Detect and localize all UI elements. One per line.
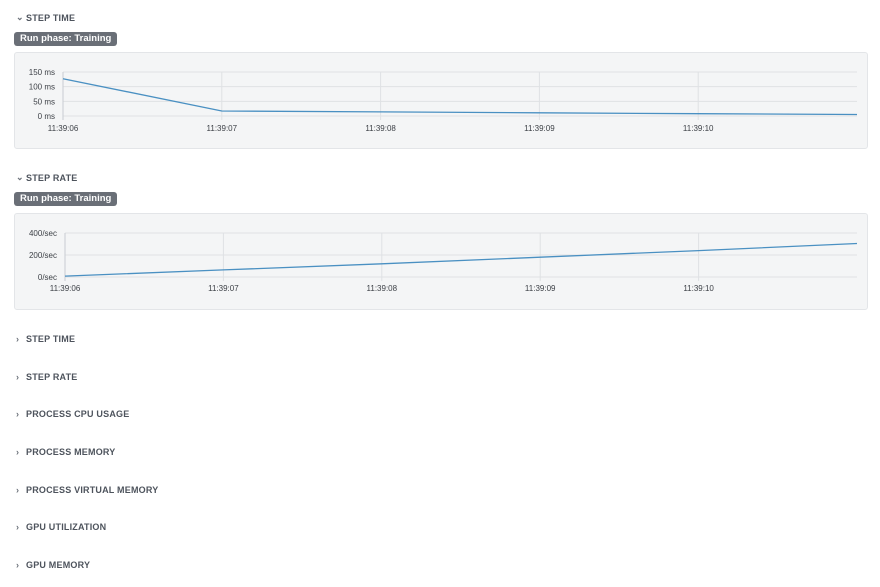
- section-header-step-time-collapsed[interactable]: › STEP TIME: [16, 334, 75, 344]
- y-tick-label: 0/sec: [38, 273, 57, 282]
- x-tick-label: 11:39:06: [50, 284, 81, 293]
- run-phase-badge: Run phase: Training: [14, 192, 118, 206]
- section-header-process-virtual-memory[interactable]: › PROCESS VIRTUAL MEMORY: [16, 485, 158, 495]
- y-tick-label: 400/sec: [29, 229, 57, 238]
- section-header-process-memory[interactable]: › PROCESS MEMORY: [16, 447, 115, 457]
- step-rate-chart-svg: 400/sec 200/sec 0/sec 11:39:06 11:39:07 11:39…: [29, 229, 858, 293]
- chevron-right-icon: ›: [16, 560, 20, 570]
- chevron-right-icon: ›: [16, 334, 20, 344]
- section-title: PROCESS VIRTUAL MEMORY: [26, 485, 159, 495]
- section-title: GPU MEMORY: [26, 560, 91, 570]
- section-header-process-cpu-usage[interactable]: › PROCESS CPU USAGE: [16, 409, 129, 419]
- series-line: [62, 78, 858, 116]
- chevron-down-icon: ⌄: [16, 12, 24, 22]
- x-tick-label: 11:39:08: [367, 284, 398, 293]
- chevron-down-icon: ⌄: [16, 172, 24, 182]
- chevron-right-icon: ›: [16, 485, 20, 495]
- series-line: [64, 242, 858, 277]
- y-tick-label: 0 ms: [38, 112, 55, 121]
- section-title: GPU UTILIZATION: [26, 522, 107, 532]
- section-title: STEP TIME: [26, 12, 76, 23]
- x-tick-label: 11:39:10: [683, 124, 714, 133]
- chevron-right-icon: ›: [16, 522, 20, 532]
- section-title: PROCESS CPU USAGE: [26, 409, 130, 419]
- x-tick-label: 11:39:09: [525, 284, 556, 293]
- x-tick-label: 11:39:09: [524, 124, 555, 133]
- run-phase-badge: Run phase: Training: [14, 32, 118, 46]
- section-header-step-rate-collapsed[interactable]: › STEP RATE: [16, 372, 77, 382]
- y-tick-label: 50 ms: [33, 97, 55, 106]
- section-header-step-rate[interactable]: ⌄ STEP RATE: [16, 172, 77, 183]
- section-header-gpu-memory[interactable]: › GPU MEMORY: [16, 560, 90, 570]
- y-tick-label: 200/sec: [29, 251, 57, 260]
- section-title: PROCESS MEMORY: [26, 447, 116, 457]
- section-header-gpu-utilization[interactable]: › GPU UTILIZATION: [16, 522, 106, 532]
- x-tick-label: 11:39:10: [683, 284, 714, 293]
- step-time-chart: 150 ms 100 ms 50 ms 0 ms 11:39:06 11:39:07 11:…: [14, 52, 868, 149]
- section-title: STEP TIME: [26, 334, 76, 344]
- x-tick-label: 11:39:07: [207, 124, 238, 133]
- chevron-right-icon: ›: [16, 409, 20, 419]
- chevron-right-icon: ›: [16, 372, 20, 382]
- x-tick-label: 11:39:06: [48, 124, 79, 133]
- section-title: STEP RATE: [26, 172, 78, 183]
- y-tick-label: 150 ms: [29, 68, 55, 77]
- chevron-right-icon: ›: [16, 447, 20, 457]
- x-tick-label: 11:39:07: [208, 284, 239, 293]
- step-time-chart-svg: 150 ms 100 ms 50 ms 0 ms 11:39:06 11:39:07 11:…: [29, 68, 858, 133]
- section-header-step-time[interactable]: ⌄ STEP TIME: [16, 12, 75, 23]
- section-title: STEP RATE: [26, 372, 78, 382]
- step-rate-chart: 400/sec 200/sec 0/sec 11:39:06 11:39:07 11:39…: [14, 213, 868, 310]
- y-tick-label: 100 ms: [29, 83, 55, 92]
- x-tick-label: 11:39:08: [365, 124, 396, 133]
